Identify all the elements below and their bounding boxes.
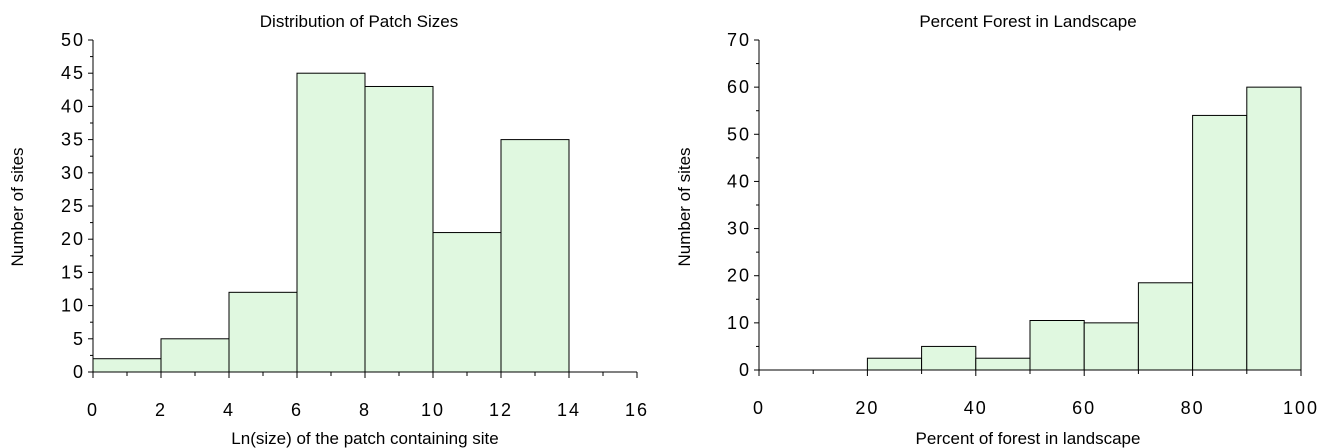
y-tick-label: 40 — [727, 171, 751, 191]
histogram-bar — [1083, 322, 1139, 371]
y-tick-label: 50 — [727, 124, 751, 144]
y-tick-label: 15 — [61, 262, 85, 282]
axis-ticks: 0 5 10 15 20 25 30 35 40 45 50 0 2 4 6 8 10 12 14 16 — [61, 30, 649, 420]
histogram-bars — [92, 72, 570, 373]
histogram-bar — [1029, 320, 1085, 371]
histogram-bar — [1246, 86, 1302, 371]
x-tick-label: 0 — [87, 400, 99, 420]
y-tick-label: 45 — [61, 63, 85, 83]
chart-patch-sizes-svg: Distribution of Patch Sizes Ln(size) of … — [8, 12, 649, 448]
y-tick-label: 60 — [727, 77, 751, 97]
x-axis-label: Percent of forest in landscape — [916, 429, 1141, 448]
x-tick-label: 10 — [421, 400, 445, 420]
histogram-bar — [500, 139, 570, 373]
histogram-bar — [432, 232, 502, 373]
chart-patch-sizes: Distribution of Patch Sizes Ln(size) of … — [0, 0, 666, 448]
x-tick-label: 6 — [291, 400, 303, 420]
y-tick-label: 70 — [727, 30, 751, 50]
x-tick-label: 2 — [155, 400, 167, 420]
x-tick-label: 16 — [625, 400, 649, 420]
histogram-bar — [228, 291, 298, 373]
histogram-bar — [364, 85, 434, 373]
y-tick-label: 40 — [61, 96, 85, 116]
y-axis-label: Number of sites — [8, 147, 27, 266]
x-tick-label: 80 — [1181, 398, 1205, 418]
y-tick-label: 10 — [727, 313, 751, 333]
y-tick-label: 5 — [73, 329, 85, 349]
x-tick-label: 12 — [489, 400, 513, 420]
x-tick-label: 20 — [855, 398, 879, 418]
y-tick-label: 30 — [727, 219, 751, 239]
histogram-bar — [296, 72, 366, 373]
y-tick-label: 0 — [73, 362, 85, 382]
histogram-bar — [1192, 114, 1248, 371]
y-tick-label: 20 — [61, 229, 85, 249]
x-tick-label: 60 — [1072, 398, 1096, 418]
histogram-bar — [92, 358, 162, 373]
axis-ticks: 0 10 20 30 40 50 60 70 0 20 40 60 80 100 — [727, 30, 1319, 418]
y-tick-label: 35 — [61, 130, 85, 150]
y-axis-label: Number of sites — [675, 147, 694, 266]
histogram-bars — [866, 86, 1302, 371]
y-tick-label: 0 — [739, 360, 751, 380]
x-tick-label: 0 — [753, 398, 765, 418]
x-tick-label: 100 — [1283, 398, 1319, 418]
y-tick-label: 30 — [61, 163, 85, 183]
x-tick-label: 14 — [557, 400, 581, 420]
chart-title: Percent Forest in Landscape — [919, 12, 1136, 31]
x-tick-label: 8 — [359, 400, 371, 420]
histogram-bar — [921, 345, 977, 371]
x-axis-label: Ln(size) of the patch containing site — [231, 429, 498, 448]
histogram-bar — [975, 357, 1031, 371]
y-tick-label: 50 — [61, 30, 85, 50]
y-tick-label: 20 — [727, 266, 751, 286]
y-tick-label: 25 — [61, 196, 85, 216]
histogram-bar — [866, 357, 923, 371]
y-tick-label: 10 — [61, 296, 85, 316]
chart-percent-forest-svg: Percent Forest in Landscape Percent of f… — [675, 12, 1319, 448]
x-tick-label: 40 — [964, 398, 988, 418]
chart-percent-forest: Percent Forest in Landscape Percent of f… — [666, 0, 1333, 448]
x-tick-label: 4 — [223, 400, 235, 420]
chart-title: Distribution of Patch Sizes — [260, 12, 458, 31]
histogram-bar — [160, 338, 230, 373]
histogram-bar — [1137, 282, 1194, 371]
